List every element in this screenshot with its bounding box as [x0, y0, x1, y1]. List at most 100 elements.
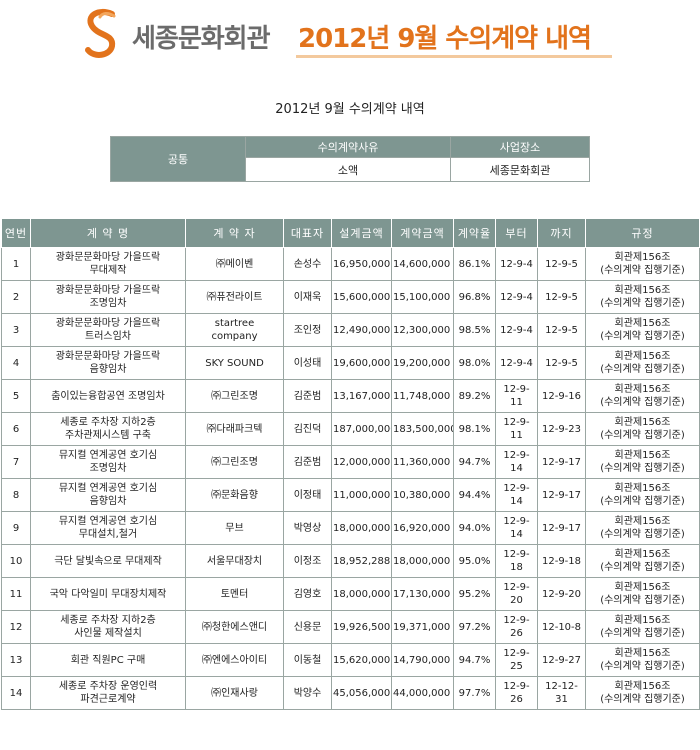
cell-rate-line: 95.0%	[458, 555, 491, 567]
cell-contract-amount-line: 12,300,000	[393, 324, 451, 336]
cell-rule-line: 회관제156조	[614, 582, 671, 593]
cell-from-line: 12-9-14	[503, 483, 530, 507]
headline-underline	[296, 55, 612, 58]
cell-no-line: 9	[12, 522, 20, 534]
cell-rule-line: (수의계약 집행기준)	[600, 595, 685, 606]
cell-design-amount-line: 19,926,500	[333, 621, 391, 633]
cell-design-amount: 12,490,000	[331, 313, 392, 347]
col-header: 설계금액	[331, 218, 392, 248]
cell-contract-amount: 15,100,000	[391, 280, 454, 314]
cell-rule: 회관제156조 (수의계약 집행기준)	[585, 676, 700, 710]
cell-rep-line: 조인정	[293, 324, 322, 336]
cell-rate: 94.7%	[453, 445, 496, 479]
cell-from-line: 12-9-25	[503, 648, 530, 672]
cell-name-line: 음향임차	[89, 496, 127, 507]
cell-no-line: 1	[12, 258, 20, 270]
cell-name-line: 세종로 주차장 지하2층	[60, 417, 156, 428]
cell-contractor-line: company	[211, 331, 258, 342]
cell-contractor-line: ㈜퓨전라이트	[206, 291, 263, 303]
cell-no-line: 14	[9, 687, 23, 699]
cell-rate-line: 94.0%	[458, 522, 491, 534]
cell-contractor: ㈜그린조명	[185, 445, 284, 479]
cell-contract-amount: 11,360,000	[391, 445, 454, 479]
cell-rule-line: 회관제156조	[614, 549, 671, 560]
cell-rate-line: 94.7%	[458, 654, 491, 666]
cell-from-line: 12-9-11	[503, 417, 530, 441]
cell-to-line: 12-9-5	[545, 291, 578, 303]
cell-name-line: 트러스임차	[85, 331, 131, 342]
cell-to: 12-9-5	[537, 346, 586, 380]
cell-rule: 회관제156조 (수의계약 집행기준)	[585, 610, 700, 644]
col-header: 계약율	[453, 218, 496, 248]
cell-contract-amount: 14,790,000	[391, 643, 454, 677]
cell-rep-line: 김준범	[293, 456, 322, 468]
cell-contract-amount-line: 10,380,000	[393, 489, 451, 501]
cell-rate-line: 98.5%	[458, 324, 491, 336]
cell-to-line: 12-9-17	[541, 489, 582, 501]
cell-rep-line: 박영상	[293, 522, 322, 534]
sejong-logo-icon	[85, 8, 116, 58]
org-name: 세종문화회관	[132, 24, 271, 54]
cell-rule: 회관제156조 (수의계약 집행기준)	[585, 544, 700, 578]
cell-design-amount-line: 12,490,000	[333, 324, 391, 336]
cell-from: 12-9-18	[495, 544, 538, 578]
table-row: 8 뮤지컬 연계공연 호기심 음향임차 ㈜문화음향 이정태 11,000,000 10,38…	[1, 478, 700, 512]
cell-contractor: ㈜인재사랑	[185, 676, 284, 710]
cell-contract-amount: 11,748,000	[391, 379, 454, 413]
cell-no: 1	[1, 247, 31, 281]
contract-table: 연번 계 약 명 계 약 자 대표자 설계금액 계약금액 계약율 부터 까지 규…	[1, 218, 700, 710]
cell-name: 세종로 주차장 지하2층 주차관제시스템 구축	[30, 412, 186, 446]
cell-name: 세종로 주차장 지하2층 사인물 제작설치	[30, 610, 186, 644]
cell-name-line: 조명임차	[89, 298, 127, 309]
cell-rep: 손성수	[283, 247, 332, 281]
cell-rule-line: (수의계약 집행기준)	[600, 397, 685, 408]
cell-from: 12-9-25	[495, 643, 538, 677]
cell-no: 14	[1, 676, 31, 710]
cell-no: 12	[1, 610, 31, 644]
cell-contract-amount-line: 14,600,000	[393, 258, 451, 270]
cell-no: 13	[1, 643, 31, 677]
cell-to: 12-9-20	[537, 577, 586, 611]
cell-to: 12-9-23	[537, 412, 586, 446]
cell-no-line: 13	[9, 654, 23, 666]
cell-name-line: 뮤지컬 연계공연 호기심	[58, 450, 158, 461]
cell-from-line: 12-9-26	[503, 615, 530, 639]
cell-rate-line: 94.4%	[458, 489, 491, 501]
cell-contract-amount: 19,371,000	[391, 610, 454, 644]
cell-design-amount-line: 15,620,000	[333, 654, 391, 666]
cell-name: 광화문문화마당 가을뜨락 트러스임차	[30, 313, 186, 347]
cell-rep-line: 이성태	[293, 357, 322, 369]
cell-no-line: 3	[12, 324, 20, 336]
cell-name-line: 파견근로계약	[80, 694, 136, 705]
cell-contract-amount-line: 16,920,000	[393, 522, 451, 534]
cell-from-line: 12-9-4	[500, 357, 533, 369]
cell-name: 광화문문화마당 가을뜨락 음향임차	[30, 346, 186, 380]
cell-design-amount: 12,000,000	[331, 445, 392, 479]
cell-rule-line: (수의계약 집행기준)	[600, 694, 685, 705]
table-row: 6 세종로 주차장 지하2층 주차관제시스템 구축 ㈜다래파크텍 김진덕 187,000,…	[1, 412, 700, 446]
col-header: 까지	[537, 218, 586, 248]
cell-from-line: 12-9-14	[503, 516, 530, 540]
cell-rate: 98.0%	[453, 346, 496, 380]
cell-rep-line: 김진덕	[293, 423, 322, 435]
cell-rate-line: 89.2%	[458, 390, 491, 402]
cell-no: 2	[1, 280, 31, 314]
table-row: 11 국악 다악일미 무대장치제작 토멘터 김영호 18,000,000 17,130,0…	[1, 577, 700, 611]
cell-contractor-line: SKY SOUND	[205, 357, 264, 369]
cell-no-line: 8	[12, 489, 20, 501]
cell-contract-amount-line: 11,748,000	[393, 390, 451, 402]
cell-from: 12-9-26	[495, 676, 538, 710]
col-header: 계약금액	[391, 218, 454, 248]
cell-name: 뮤지컬 연계공연 호기심 음향임차	[30, 478, 186, 512]
cell-contractor: ㈜엔에스아이티	[185, 643, 284, 677]
cell-name: 광화문문화마당 가을뜨락 무대제작	[30, 247, 186, 281]
cell-rule-line: (수의계약 집행기준)	[600, 661, 685, 672]
cell-design-amount-line: 45,056,000	[333, 687, 391, 699]
cell-to-line: 12-9-5	[545, 324, 578, 336]
cell-rate: 89.2%	[453, 379, 496, 413]
cell-contract-amount-line: 183,500,000	[393, 423, 454, 435]
cell-design-amount-line: 18,000,000	[333, 588, 391, 600]
cell-no: 10	[1, 544, 31, 578]
cell-rep: 김영호	[283, 577, 332, 611]
cell-to-line: 12-9-17	[541, 456, 582, 468]
